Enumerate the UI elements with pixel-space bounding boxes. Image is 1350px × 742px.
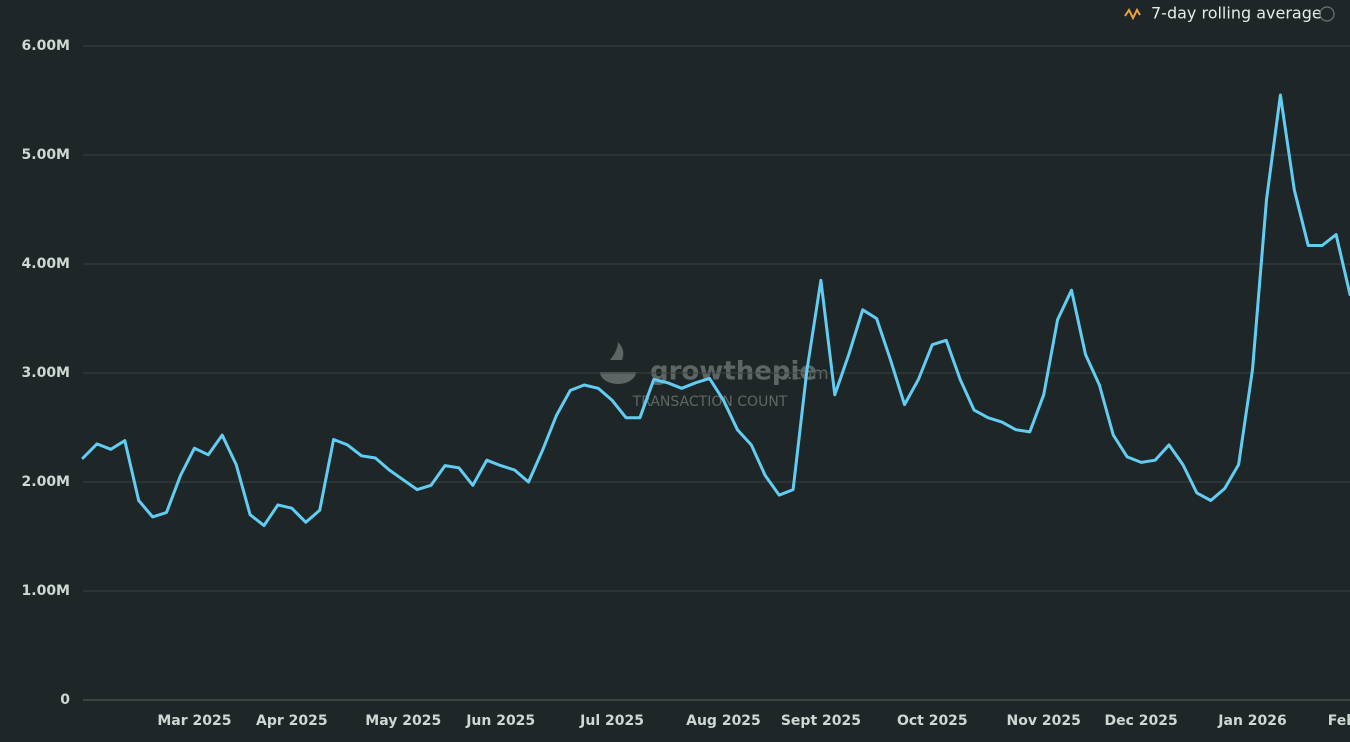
y-tick-label: 6.00M: [22, 38, 70, 54]
y-tick-label: 5.00M: [22, 147, 70, 163]
rolling-toggle[interactable]: 7-day rolling average: [1124, 4, 1335, 23]
x-tick-label: Jan 2026: [1217, 713, 1286, 729]
x-tick-label: May 2025: [365, 713, 441, 729]
x-tick-label: Jun 2025: [465, 713, 535, 729]
x-tick-label: Dec 2025: [1105, 713, 1178, 729]
y-tick-label: 1.00M: [22, 583, 70, 599]
toggle-label[interactable]: 7-day rolling average: [1151, 4, 1322, 23]
y-tick-label: 2.00M: [22, 474, 70, 490]
x-tick-label: Oct 2025: [897, 713, 968, 729]
x-tick-label: Sept 2025: [781, 713, 861, 729]
watermark: growthepie .com TRANSACTION COUNT: [600, 342, 829, 410]
x-tick-label: Mar 2025: [157, 713, 231, 729]
y-tick-label: 3.00M: [22, 365, 70, 381]
x-tick-label: Apr 2025: [256, 713, 328, 729]
toggle-icon: [1124, 7, 1141, 21]
y-tick-label: 4.00M: [22, 256, 70, 272]
watermark-brand: growthepie: [650, 357, 817, 387]
info-icon[interactable]: [1319, 6, 1335, 22]
y-tick-label: 0: [60, 692, 70, 708]
x-tick-label: Nov 2025: [1007, 713, 1081, 729]
series-line: [81, 93, 1350, 528]
x-tick-label: Feb 2026: [1328, 713, 1350, 729]
watermark-metric: TRANSACTION COUNT: [632, 394, 788, 410]
x-tick-label: Jul 2025: [579, 713, 644, 729]
x-tick-label: Aug 2025: [686, 713, 761, 729]
